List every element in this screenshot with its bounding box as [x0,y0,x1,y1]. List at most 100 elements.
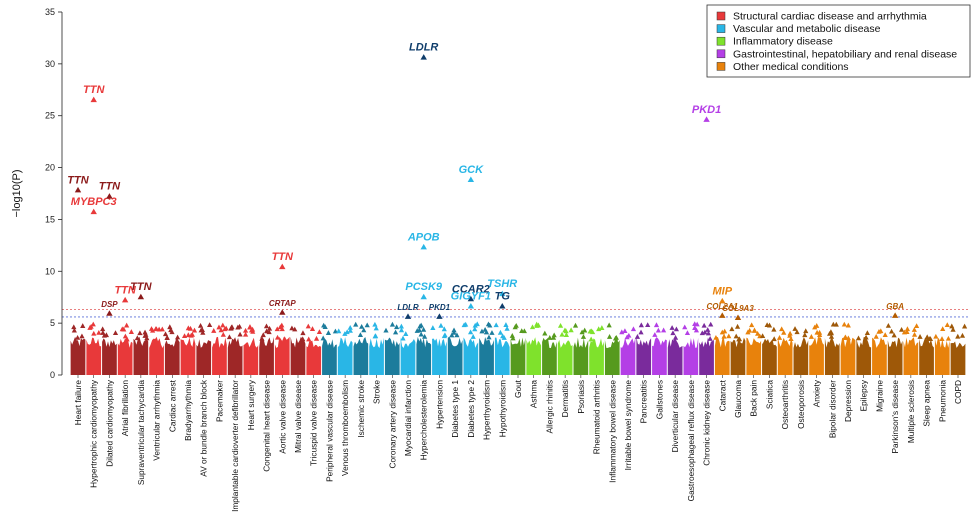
gene-annotation: TTN [130,281,153,300]
data-point [924,334,930,340]
category-points [305,323,323,375]
data-point [509,333,515,338]
data-point [817,332,823,337]
data-point [845,322,851,328]
legend-swatch [716,24,726,33]
category-label: Hypertrophic cardiomyopathy [89,379,99,488]
category-points [745,322,763,375]
data-point [888,328,895,334]
point-cloud [934,337,950,375]
point-cloud [762,338,777,375]
data-point [579,329,585,335]
data-point [216,324,222,330]
point-cloud [479,337,494,375]
data-point [361,327,367,333]
data-point [124,322,130,328]
gene-label: MIP [713,285,733,297]
data-point [71,327,77,333]
category-points [901,323,920,375]
data-point [534,323,540,328]
point-cloud [746,337,762,375]
point-cloud [149,336,164,375]
point-cloud [840,337,856,375]
gene-label: LDLR [397,303,419,312]
data-point [557,322,564,328]
data-point [150,327,156,333]
data-point [939,336,945,341]
data-point [134,335,140,341]
data-point [418,331,424,337]
category-points [100,326,119,375]
x-axis-category-labels: Heart failure Hypertrophic cardiomyopathy… [73,375,963,512]
data-point [841,321,847,327]
point-cloud [699,337,714,375]
data-point [279,326,285,332]
category-points [509,322,527,375]
data-point [305,323,311,329]
category-label: Pneumonia [937,380,947,422]
data-point [788,336,794,342]
legend-label: Vascular and metabolic disease [733,23,881,35]
top-hit-marker [420,243,427,250]
data-point [263,323,270,329]
data-point [451,329,457,335]
category-points [808,323,824,375]
category-points [447,327,463,375]
category-label: AV or bundle branch block [199,379,209,477]
category-points [840,321,856,375]
data-point [220,331,226,337]
legend-swatch [716,62,726,71]
category-label: Chronic kidney disease [702,380,712,466]
data-point [901,329,908,335]
data-point [260,332,266,338]
data-point [512,324,518,330]
data-point [645,322,651,327]
gene-annotation: LDLR [397,303,419,319]
point-cloud [243,337,259,375]
data-point [864,330,870,335]
category-label: Sciatica [764,380,774,409]
gene-label: PKD1 [692,104,721,116]
category-points [274,322,290,375]
gene-label: MYBPC3 [71,196,117,208]
data-point [551,332,557,338]
point-cloud [133,336,149,375]
category-points [572,322,589,375]
point-cloud [306,340,322,375]
category-points [493,322,510,375]
data-point [142,333,148,338]
data-point [90,321,96,327]
category-points [885,323,905,375]
data-point [309,326,316,331]
data-point [501,335,507,340]
data-point [493,322,499,328]
data-point [933,333,939,339]
data-point [572,322,579,328]
category-points [180,325,198,375]
top-hit-marker [74,186,82,193]
point-cloud [102,338,117,375]
gene-label: COL2A1 [707,302,739,311]
data-point [661,327,667,333]
point-cloud [227,337,243,375]
gene-annotation: TG [495,291,510,309]
gene-label: COL9A3 [722,304,754,313]
data-point [749,322,755,328]
top-hit-marker [436,313,443,319]
data-point [755,330,761,336]
category-label: Coronary artery disease [387,380,397,469]
legend: Structural cardiac disease and arrhythmi… [706,4,971,78]
data-point [959,332,966,338]
data-point [613,335,619,340]
y-tick-label: 25 [45,111,55,121]
data-point [736,336,742,342]
data-point [398,327,405,333]
category-points [211,322,229,375]
data-point [292,326,298,332]
data-point [211,328,217,333]
data-point [701,322,707,328]
data-point [222,326,228,332]
gene-label: DSP [101,300,118,309]
data-point [403,331,409,336]
point-cloud [117,338,133,375]
